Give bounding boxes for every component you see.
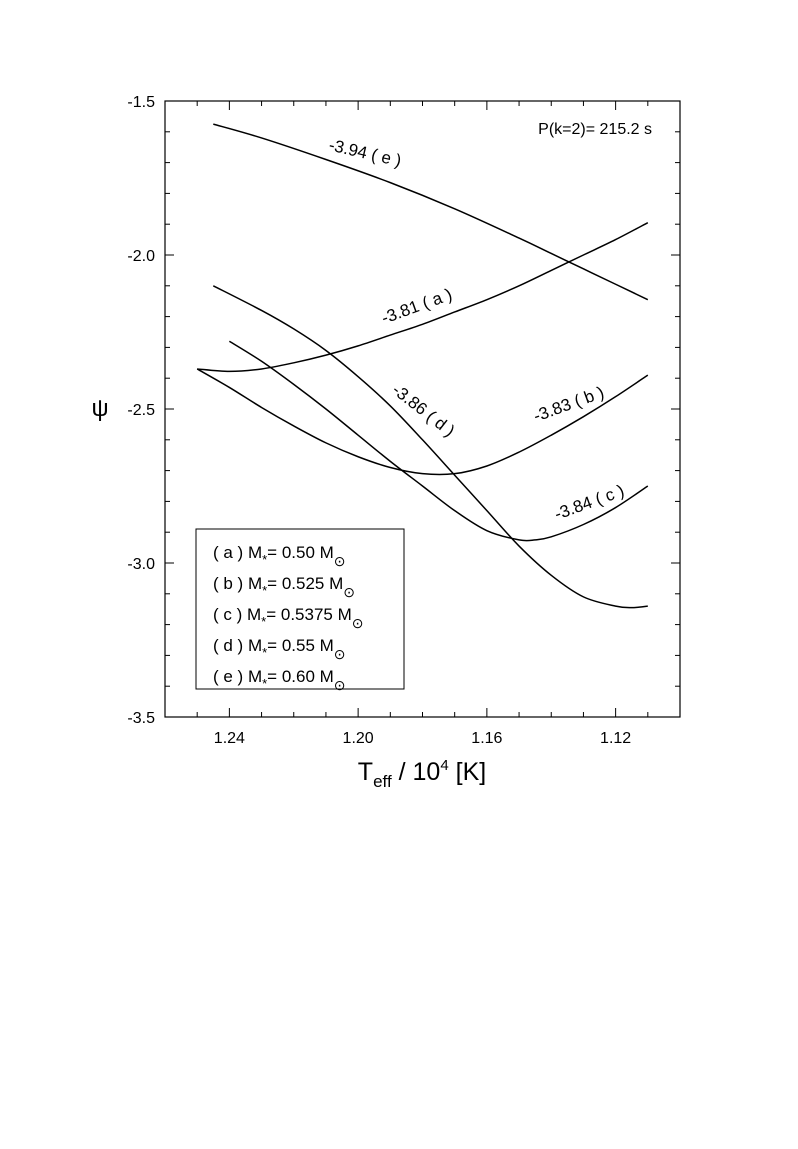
x-axis-title-sup: 4: [440, 757, 448, 774]
legend-entry-a: ( a ) M*= 0.50 M⊙: [213, 543, 346, 569]
curves: [196, 123, 649, 609]
curve-label-c: -3.84 ( c ): [552, 481, 627, 524]
axis-ticks: -1.5 -2.0 -2.5 -3.0 -3.5 1.24 1.20 1.16 1.12: [127, 94, 681, 747]
legend-sun-symbol: ⊙: [343, 584, 355, 600]
legend-mass: = 0.60 M: [267, 667, 334, 686]
legend-entry-d: ( d ) M*= 0.55 M⊙: [213, 636, 346, 662]
legend-prefix: ( a ) M: [213, 543, 262, 562]
legend-entry-c: ( c ) M*= 0.5375 M⊙: [213, 605, 363, 631]
x-tick-label: 1.12: [600, 730, 631, 747]
legend-entry-e: ( e ) M*= 0.60 M⊙: [213, 667, 346, 693]
curve-label-d: -3.86 ( d ): [389, 380, 459, 440]
x-tick-label: 1.24: [214, 730, 245, 747]
curve-label-a: -3.81 ( a ): [379, 285, 455, 328]
legend-sun-symbol: ⊙: [352, 615, 364, 631]
curve-e: [213, 123, 649, 301]
curve-d: [212, 285, 648, 609]
curve-b: [196, 368, 649, 476]
legend-prefix: ( d ) M: [213, 636, 262, 655]
legend-entry-b: ( b ) M*= 0.525 M⊙: [213, 574, 355, 600]
legend-box: [195, 528, 405, 690]
legend-prefix: ( e ) M: [213, 667, 262, 686]
curve-label-b: -3.83 ( b ): [531, 383, 607, 426]
legend-star: *: [262, 645, 267, 660]
y-tick-label: -3.0: [127, 556, 155, 573]
curve-c: [228, 340, 649, 542]
legend-mass: = 0.50 M: [267, 543, 334, 562]
y-axis-title: ψ: [91, 395, 108, 422]
x-axis-title-mid: / 10: [392, 758, 441, 786]
legend-prefix: ( c ) M: [213, 605, 261, 624]
legend-mass: = 0.525 M: [267, 574, 343, 593]
period-annotation: P(k=2)= 215.2 s: [538, 121, 652, 138]
curve-label-e: -3.94 ( e ): [327, 135, 403, 170]
legend-star: *: [262, 676, 267, 691]
x-axis-title-tail: [K]: [449, 758, 487, 786]
legend-sun-symbol: ⊙: [334, 553, 346, 569]
legend-sun-symbol: ⊙: [334, 646, 346, 662]
x-tick-label: 1.16: [471, 730, 502, 747]
x-tick-label: 1.20: [343, 730, 374, 747]
x-axis-title-sub: eff: [373, 772, 392, 791]
y-axis-label: ψ: [91, 395, 108, 422]
y-tick-label: -2.5: [127, 402, 155, 419]
legend-mass: = 0.5375 M: [266, 605, 352, 624]
legend-entries: ( a ) M*= 0.50 M⊙( b ) M*= 0.525 M⊙( c )…: [213, 543, 363, 693]
y-tick-label: -2.0: [127, 248, 155, 265]
y-tick-label: -1.5: [127, 94, 155, 111]
legend-prefix: ( b ) M: [213, 574, 262, 593]
curve-labels: -3.94 ( e ) -3.81 ( a ) -3.86 ( d ) -3.8…: [327, 135, 627, 523]
legend-sun-symbol: ⊙: [334, 677, 346, 693]
legend-mass: = 0.55 M: [267, 636, 334, 655]
legend-star: *: [261, 614, 266, 629]
legend: ( a ) M*= 0.50 M⊙( b ) M*= 0.525 M⊙( c )…: [195, 528, 405, 693]
x-axis-title: Teff / 104 [K]: [358, 757, 486, 791]
y-tick-label: -3.5: [127, 710, 155, 727]
legend-star: *: [262, 552, 267, 567]
x-axis-title-main: T: [358, 758, 373, 786]
legend-star: *: [262, 583, 267, 598]
